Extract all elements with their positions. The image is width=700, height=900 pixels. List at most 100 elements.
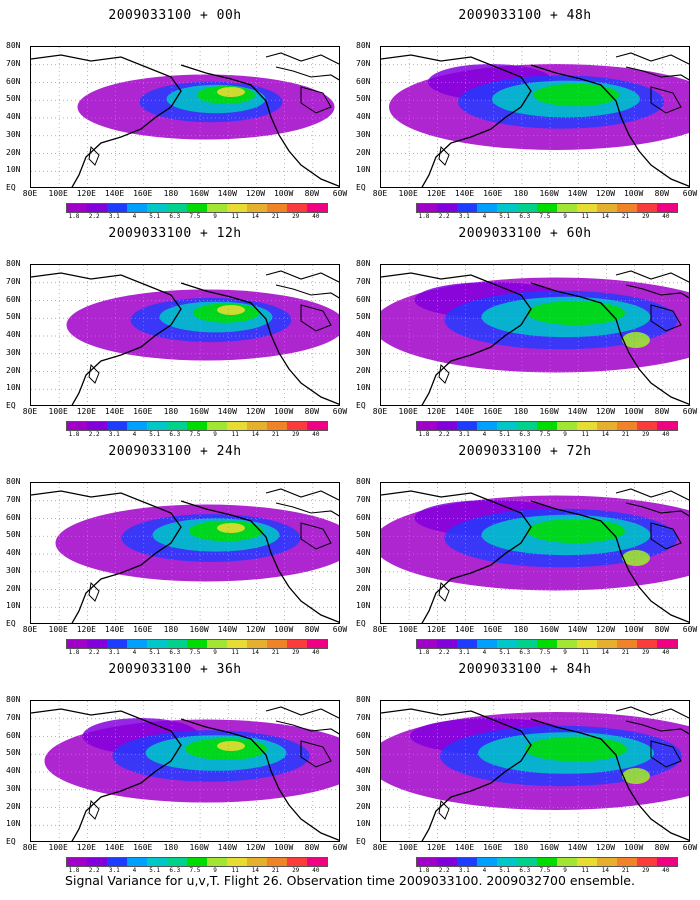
colorbar-label: 3.1 bbox=[458, 649, 470, 656]
colorbar-swatch bbox=[67, 204, 87, 212]
map-svg bbox=[381, 47, 689, 187]
longitude-axis: 80E 100E 120E 140E 160E 180 160W 140W 120W 100W 80… bbox=[23, 843, 347, 853]
longitude-label: 160E bbox=[483, 625, 503, 634]
colorbar-label: 29 bbox=[642, 213, 650, 220]
forecast-panel: 2009033100 + 00h 80N 70N 60N 50N 40N 30N 20N 10N… bbox=[6, 8, 347, 220]
longitude-label: 160E bbox=[133, 407, 153, 416]
latitude-label: 60N bbox=[6, 76, 21, 86]
colorbar-label: 3.1 bbox=[108, 867, 120, 874]
colorbar-swatch bbox=[597, 422, 617, 430]
longitude-label: 120E bbox=[76, 625, 96, 634]
map-svg bbox=[381, 483, 689, 623]
variance-map bbox=[380, 482, 690, 624]
colorbar-labels: 1.8 2.2 3.1 4 5.1 6.3 7.5 9 11 14 21 29 40 bbox=[66, 213, 328, 221]
colorbar-swatch bbox=[267, 204, 287, 212]
latitude-label: 60N bbox=[356, 730, 371, 740]
colorbar-label: 5.1 bbox=[499, 213, 511, 220]
latitude-label: 70N bbox=[356, 712, 371, 722]
longitude-axis: 80E 100E 120E 140E 160E 180 160W 140W 120W 100W 80… bbox=[23, 625, 347, 635]
colorbar-label: 4 bbox=[132, 213, 137, 220]
colorbar-label: 1.8 bbox=[418, 649, 430, 656]
panel-title: 2009033100 + 24h bbox=[108, 444, 242, 459]
colorbar-swatch bbox=[517, 422, 537, 430]
colorbar-swatch bbox=[617, 204, 637, 212]
colorbar-label: 11 bbox=[231, 867, 239, 874]
colorbar bbox=[66, 639, 328, 649]
longitude-label: 160E bbox=[133, 843, 153, 852]
colorbar-label: 29 bbox=[642, 431, 650, 438]
colorbar-swatch bbox=[247, 204, 267, 212]
longitude-axis: 80E 100E 120E 140E 160E 180 160W 140W 120W 100W 80… bbox=[23, 407, 347, 417]
colorbar-label: 6.3 bbox=[169, 431, 181, 438]
colorbar-label: 4 bbox=[482, 867, 487, 874]
longitude-axis: 80E 100E 120E 140E 160E 180 160W 140W 120W 100W 80… bbox=[373, 625, 697, 635]
longitude-label: 80E bbox=[372, 407, 388, 416]
colorbar-label: 5.1 bbox=[149, 431, 161, 438]
colorbar-labels: 1.8 2.2 3.1 4 5.1 6.3 7.5 9 11 14 21 29 40 bbox=[416, 213, 678, 221]
colorbar-swatch bbox=[517, 204, 537, 212]
longitude-label: 120W bbox=[595, 407, 616, 416]
colorbar-swatch bbox=[67, 422, 87, 430]
longitude-label: 140E bbox=[454, 843, 475, 852]
colorbar-swatch bbox=[657, 422, 677, 430]
colorbar-label: 7.5 bbox=[189, 867, 201, 874]
latitude-label: 30N bbox=[6, 565, 21, 575]
colorbar-swatch bbox=[187, 422, 207, 430]
map-svg bbox=[31, 47, 339, 187]
longitude-label: 60W bbox=[682, 407, 698, 416]
longitude-label: 100W bbox=[623, 843, 644, 852]
longitude-label: 180 bbox=[163, 189, 179, 198]
colorbar-label: 7.5 bbox=[189, 431, 201, 438]
longitude-label: 120E bbox=[426, 625, 446, 634]
longitude-label: 80W bbox=[654, 407, 670, 416]
colorbar-label: 21 bbox=[621, 867, 630, 874]
variance-map bbox=[30, 264, 340, 406]
map-svg bbox=[381, 701, 689, 841]
longitude-label: 160E bbox=[133, 189, 153, 198]
colorbar-label: 9 bbox=[563, 213, 567, 220]
colorbar-swatch bbox=[167, 858, 187, 866]
longitude-label: 160W bbox=[189, 189, 209, 198]
colorbar-label: 14 bbox=[251, 213, 259, 220]
colorbar-swatch bbox=[477, 204, 497, 212]
latitude-label: 60N bbox=[6, 730, 21, 740]
colorbar-labels: 1.8 2.2 3.1 4 5.1 6.3 7.5 9 11 14 21 29 40 bbox=[416, 867, 678, 875]
colorbar-label: 9 bbox=[563, 649, 567, 656]
forecast-panel: 2009033100 + 36h 80N 70N 60N 50N 40N 30N 20N 10N… bbox=[6, 662, 347, 874]
colorbar-label: 3.1 bbox=[108, 431, 120, 438]
longitude-label: 140E bbox=[104, 189, 125, 198]
colorbar-label: 11 bbox=[581, 867, 589, 874]
colorbar-swatch bbox=[497, 204, 517, 212]
map-svg bbox=[31, 701, 339, 841]
longitude-label: 160W bbox=[189, 407, 209, 416]
forecast-panel: 2009033100 + 48h 80N 70N 60N 50N 40N 30N 20N 10N… bbox=[356, 8, 697, 220]
longitude-label: 140E bbox=[454, 189, 475, 198]
latitude-label: 10N bbox=[6, 601, 21, 611]
forecast-panel: 2009033100 + 24h 80N 70N 60N 50N 40N 30N 20N 10N… bbox=[6, 444, 347, 656]
map-svg bbox=[381, 265, 689, 405]
colorbar-swatch bbox=[537, 422, 557, 430]
longitude-label: 120E bbox=[76, 189, 96, 198]
latitude-label: 50N bbox=[356, 94, 371, 104]
colorbar-swatch bbox=[517, 640, 537, 648]
longitude-label: 180 bbox=[163, 625, 179, 634]
panel-title: 2009033100 + 00h bbox=[108, 8, 242, 23]
longitude-label: 160W bbox=[539, 843, 559, 852]
colorbar-swatch bbox=[267, 858, 287, 866]
colorbar-swatch bbox=[247, 422, 267, 430]
colorbar bbox=[66, 857, 328, 867]
colorbar-label: 40 bbox=[662, 649, 670, 656]
colorbar-label: 7.5 bbox=[539, 213, 551, 220]
colorbar-label: 11 bbox=[231, 431, 239, 438]
longitude-label: 160E bbox=[483, 843, 503, 852]
latitude-label: EQ bbox=[6, 619, 16, 628]
colorbar-swatch bbox=[207, 858, 227, 866]
colorbar-label: 14 bbox=[601, 649, 609, 656]
colorbar-label: 7.5 bbox=[539, 867, 551, 874]
colorbar-label: 40 bbox=[312, 649, 320, 656]
colorbar-swatch bbox=[247, 858, 267, 866]
colorbar-swatch bbox=[267, 640, 287, 648]
longitude-label: 140W bbox=[217, 407, 237, 416]
longitude-label: 160W bbox=[539, 407, 559, 416]
longitude-axis: 80E 100E 120E 140E 160E 180 160W 140W 120W 100W 80… bbox=[373, 189, 697, 199]
